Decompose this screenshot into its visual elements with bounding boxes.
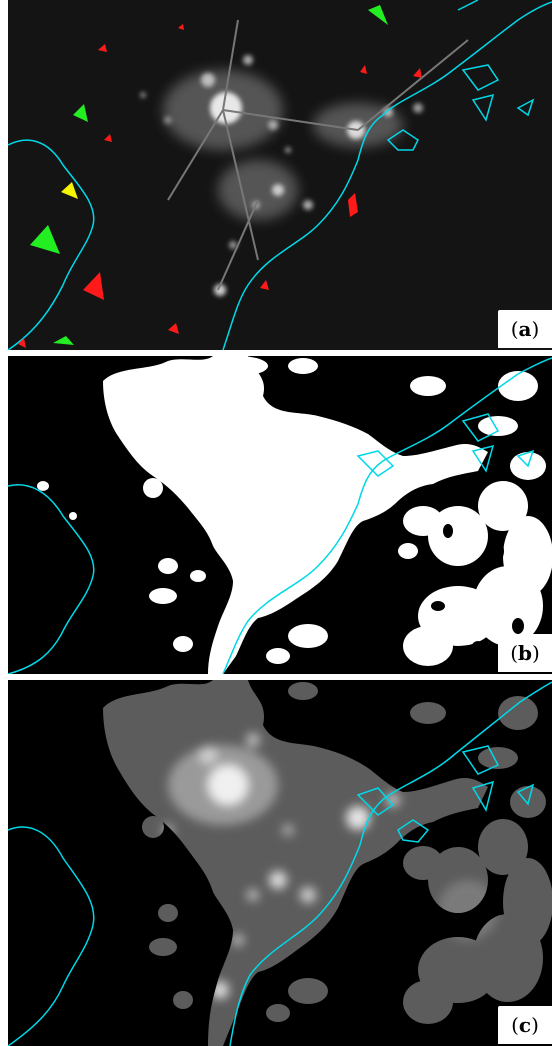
mask-holes	[431, 524, 524, 651]
red-triangle-marker	[18, 338, 26, 348]
green-triangle-marker	[53, 336, 74, 345]
red-triangle-marker	[104, 134, 112, 142]
red-triangle-marker	[413, 68, 422, 78]
panel-a-night-lights: (a)	[8, 0, 552, 350]
panel-c-masked-night-lights: (c)	[8, 680, 552, 1046]
red-triangle-marker	[260, 280, 269, 290]
night-lights-image	[8, 0, 552, 350]
yellow-triangle-marker	[61, 182, 78, 199]
green-triangle-marker	[368, 5, 388, 25]
green-triangle-marker	[30, 225, 60, 254]
panel-label: (b)	[498, 634, 552, 672]
red-triangle-marker	[83, 272, 104, 300]
panel-label: (a)	[498, 310, 552, 348]
red-triangle-marker	[360, 65, 367, 74]
red-triangle-marker	[348, 193, 358, 217]
panel-label: (c)	[498, 1006, 552, 1044]
red-triangle-marker	[178, 24, 184, 30]
coastline	[8, 0, 552, 350]
panel-b-binary-mask: (b)	[8, 356, 552, 674]
coastline	[8, 357, 552, 674]
red-triangle-marker	[168, 323, 179, 334]
urban-extent-mask	[37, 356, 552, 674]
markers	[18, 5, 422, 348]
city-lights	[140, 55, 423, 296]
road-lights	[167, 19, 469, 291]
masked-lights-image	[8, 680, 552, 1046]
red-triangle-marker	[98, 44, 107, 52]
binary-mask-image	[8, 356, 552, 674]
green-triangle-marker	[73, 104, 88, 122]
coastline	[8, 681, 552, 1046]
